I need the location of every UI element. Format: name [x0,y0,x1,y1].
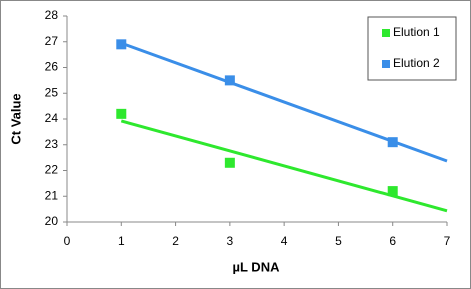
x-tick-label: 5 [335,234,342,248]
marker [387,137,398,148]
marker [224,75,235,86]
x-tick-label: 7 [444,234,451,248]
x-tick-label: 4 [281,234,288,248]
legend-label: Elution 1 [393,25,440,39]
x-tick-label: 6 [389,234,396,248]
legend-label: Elution 2 [393,56,440,70]
x-tick-label: 0 [64,234,71,248]
y-axis-title: Ct Value [8,93,23,144]
y-tick-label: 20 [45,214,59,228]
legend-swatch [382,60,390,68]
y-tick-label: 21 [45,188,59,202]
marker [224,157,235,168]
y-tick-label: 25 [45,85,59,99]
legend-box [367,16,457,81]
x-axis-title: µL DNA [233,259,281,274]
legend-swatch [382,29,390,37]
x-tick-label: 3 [227,234,234,248]
x-tick-label: 1 [118,234,125,248]
y-tick-label: 28 [45,8,59,22]
y-tick-label: 26 [45,60,59,74]
x-tick-label: 2 [172,234,179,248]
y-tick-label: 24 [45,111,59,125]
y-tick-label: 27 [45,34,59,48]
y-tick-label: 23 [45,137,59,151]
y-tick-label: 22 [45,163,59,177]
marker [387,186,398,197]
marker [116,108,127,119]
marker [116,39,127,50]
